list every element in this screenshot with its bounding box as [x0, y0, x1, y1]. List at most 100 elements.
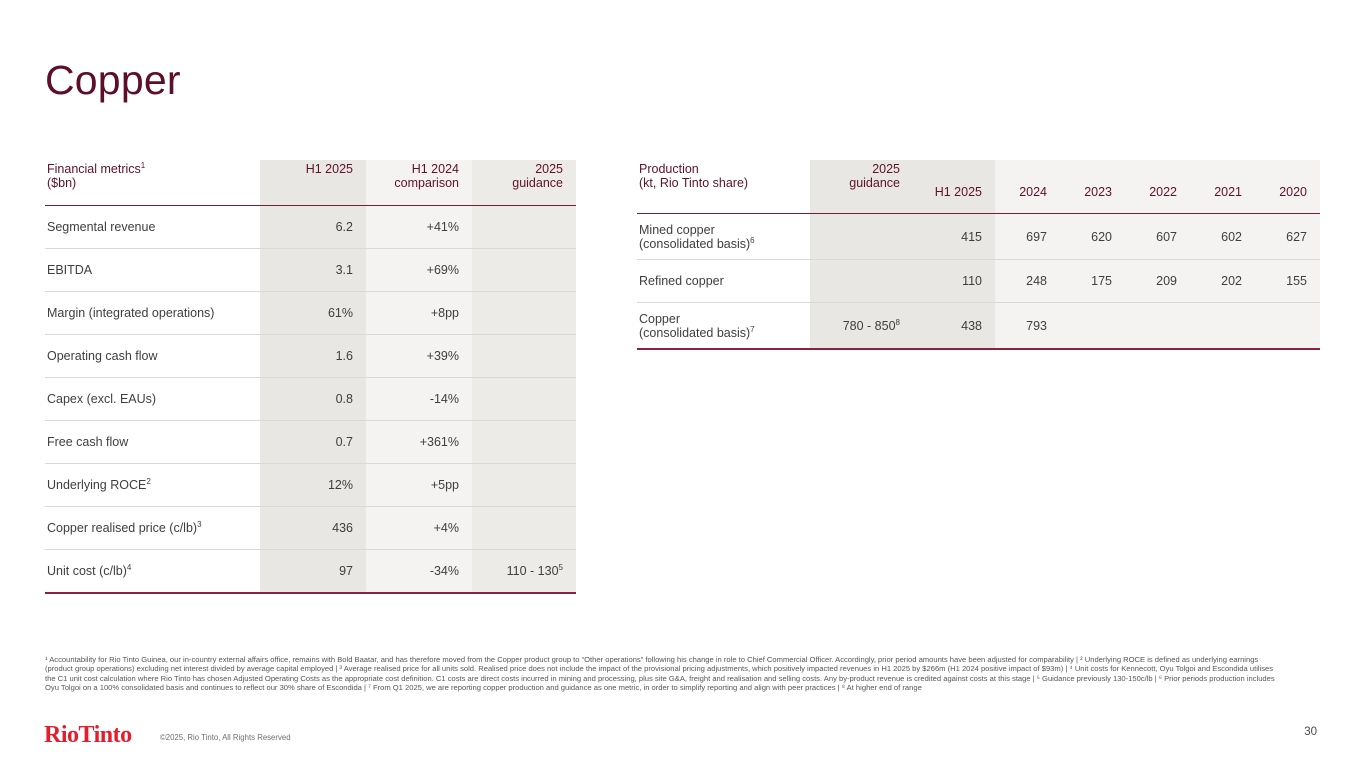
footnote-marker: 8 — [895, 317, 900, 327]
cell-h1-2025: 0.7 — [260, 420, 366, 464]
production-table-subtitle: (kt, Rio Tinto share) — [639, 176, 749, 190]
row-label: Operating cash flow — [45, 334, 260, 378]
table-row-refined-copper: Refined copper 110 248 175 209 202 155 — [637, 259, 1320, 303]
cell-h1-2025: 0.8 — [260, 377, 366, 421]
table-row-copper-realised-price: Copper realised price (c/lb)3 436 +4% — [45, 506, 576, 550]
col-header-2025-guidance: 2025 guidance — [810, 160, 913, 214]
row-label: Unit cost (c/lb)4 — [45, 549, 260, 594]
table-row-mined-copper: Mined copper (consolidated basis)6 415 6… — [637, 214, 1320, 260]
col-header-2024: 2024 — [995, 160, 1060, 214]
col-header-2021: 2021 — [1190, 160, 1255, 214]
cell-h1-2025: 438 — [913, 302, 995, 350]
col-header-2025-guidance: 2025 guidance — [472, 160, 576, 206]
table-row-underlying-roce: Underlying ROCE2 12% +5pp — [45, 463, 576, 507]
cell-h1-2025: 415 — [961, 229, 982, 244]
cell-2021: 202 — [1190, 259, 1255, 303]
cell-2024: 697 — [1026, 229, 1047, 244]
production-table-header-row: Production (kt, Rio Tinto share) 2025 gu… — [637, 160, 1320, 214]
cell-h1-2025: 97 — [260, 549, 366, 594]
cell-guidance — [472, 506, 576, 550]
cell-2021 — [1190, 302, 1255, 350]
cell-2020: 627 — [1286, 229, 1307, 244]
row-label: Capex (excl. EAUs) — [45, 377, 260, 421]
financial-table-title-cell: Financial metrics1 ($bn) — [45, 160, 260, 206]
footnote-marker: 2 — [146, 476, 151, 486]
cell-comparison: -34% — [366, 549, 472, 594]
cell-h1-2025: 1.6 — [260, 334, 366, 378]
cell-2024: 793 — [995, 302, 1060, 350]
row-label: Segmental revenue — [47, 220, 156, 234]
col-header-h1-2024-comparison: H1 2024 comparison — [366, 160, 472, 206]
row-label: Underlying ROCE2 — [45, 463, 260, 507]
cell-guidance — [810, 214, 913, 260]
cell-guidance: 110 - 1305 — [472, 549, 576, 594]
page-number: 30 — [1304, 726, 1317, 738]
table-row-segmental-revenue: Segmental revenue 6.2 +41% — [45, 206, 576, 249]
cell-h1-2025: 110 — [913, 259, 995, 303]
cell-comparison: +39% — [366, 334, 472, 378]
cell-guidance — [472, 420, 576, 464]
cell-comparison: -14% — [366, 377, 472, 421]
row-label: Copper realised price (c/lb)3 — [45, 506, 260, 550]
cell-comparison: +361% — [366, 420, 472, 464]
financial-table-subtitle: ($bn) — [47, 176, 77, 190]
footnote-marker: 7 — [750, 324, 755, 334]
table-row-ebitda: EBITDA 3.1 +69% — [45, 248, 576, 292]
cell-2020: 155 — [1255, 259, 1320, 303]
cell-guidance — [472, 206, 576, 249]
cell-h1-2025: 436 — [260, 506, 366, 550]
production-table-title-cell: Production (kt, Rio Tinto share) — [637, 160, 810, 214]
row-label: Margin (integrated operations) — [45, 291, 260, 335]
table-row-free-cash-flow: Free cash flow 0.7 +361% — [45, 420, 576, 464]
cell-comparison: +4% — [366, 506, 472, 550]
cell-2022 — [1125, 302, 1190, 350]
production-table: Production (kt, Rio Tinto share) 2025 gu… — [637, 160, 1320, 350]
cell-2021: 602 — [1221, 229, 1242, 244]
cell-2022: 607 — [1156, 229, 1177, 244]
row-label: Copper (consolidated basis)7 — [637, 302, 810, 350]
cell-h1-2025: 12% — [260, 463, 366, 507]
cell-guidance — [810, 259, 913, 303]
cell-h1-2025: 3.1 — [260, 248, 366, 292]
cell-h1-2025: 61% — [260, 291, 366, 335]
page-title: Copper — [45, 57, 181, 103]
cell-guidance — [472, 248, 576, 292]
cell-2024: 248 — [995, 259, 1060, 303]
cell-h1-2025: 6.2 — [335, 220, 353, 234]
copyright-text: ©2025, Rio Tinto, All Rights Reserved — [160, 733, 291, 742]
col-header-2023: 2023 — [1060, 160, 1125, 214]
cell-guidance — [472, 463, 576, 507]
row-label: Refined copper — [637, 259, 810, 303]
table-row-margin: Margin (integrated operations) 61% +8pp — [45, 291, 576, 335]
financial-table-title: Financial metrics — [47, 162, 141, 176]
col-header-2022: 2022 — [1125, 160, 1190, 214]
footnote-marker: 6 — [750, 235, 755, 245]
table-row-operating-cash-flow: Operating cash flow 1.6 +39% — [45, 334, 576, 378]
col-header-2020: 2020 — [1255, 160, 1320, 214]
cell-comparison: +8pp — [366, 291, 472, 335]
row-label: EBITDA — [45, 248, 260, 292]
cell-2023 — [1060, 302, 1125, 350]
footnote-marker: 1 — [140, 160, 146, 170]
footnote-marker: 5 — [558, 562, 563, 572]
financial-metrics-table: Financial metrics1 ($bn) H1 2025 H1 2024… — [45, 160, 576, 594]
row-label: Mined copper (consolidated basis)6 — [639, 222, 755, 251]
cell-2023: 175 — [1060, 259, 1125, 303]
cell-comparison: +69% — [366, 248, 472, 292]
footnote-marker: 4 — [126, 562, 132, 572]
footnotes-text: ¹ Accountability for Rio Tinto Guinea, o… — [45, 655, 1275, 692]
footnote-marker: 3 — [197, 519, 202, 529]
cell-guidance — [472, 377, 576, 421]
col-header-h1-2025: H1 2025 — [260, 160, 366, 206]
table-row-copper-consolidated: Copper (consolidated basis)7 780 - 8508 … — [637, 302, 1320, 350]
cell-guidance — [472, 291, 576, 335]
cell-comparison: +5pp — [366, 463, 472, 507]
row-label: Free cash flow — [45, 420, 260, 464]
cell-comparison: +41% — [426, 220, 459, 234]
cell-2020 — [1255, 302, 1320, 350]
production-table-title: Production — [639, 162, 699, 176]
cell-2023: 620 — [1091, 229, 1112, 244]
table-row-unit-cost: Unit cost (c/lb)4 97 -34% 110 - 1305 — [45, 549, 576, 594]
col-header-h1-2025: H1 2025 — [913, 160, 995, 214]
